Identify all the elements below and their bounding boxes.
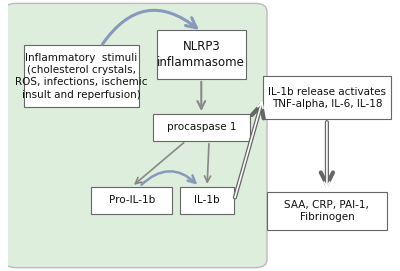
FancyBboxPatch shape (157, 30, 246, 79)
Text: SAA, CRP, PAI-1,
Fibrinogen: SAA, CRP, PAI-1, Fibrinogen (284, 200, 369, 222)
FancyBboxPatch shape (24, 45, 140, 107)
Text: NLRP3
inflammasome: NLRP3 inflammasome (157, 40, 245, 69)
Text: procaspase 1: procaspase 1 (166, 122, 236, 133)
FancyBboxPatch shape (267, 192, 387, 230)
FancyBboxPatch shape (4, 4, 267, 267)
FancyBboxPatch shape (153, 114, 250, 141)
FancyBboxPatch shape (263, 76, 391, 119)
Text: Inflammatory  stimuli
(cholesterol crystals,
ROS, infections, ischemic
insult an: Inflammatory stimuli (cholesterol crysta… (15, 53, 148, 100)
Text: IL-1b: IL-1b (194, 195, 220, 205)
Text: IL-1b release activates
TNF-alpha, IL-6, IL-18: IL-1b release activates TNF-alpha, IL-6,… (268, 86, 386, 109)
Text: Pro-IL-1b: Pro-IL-1b (109, 195, 155, 205)
FancyBboxPatch shape (180, 187, 234, 214)
FancyBboxPatch shape (91, 187, 172, 214)
